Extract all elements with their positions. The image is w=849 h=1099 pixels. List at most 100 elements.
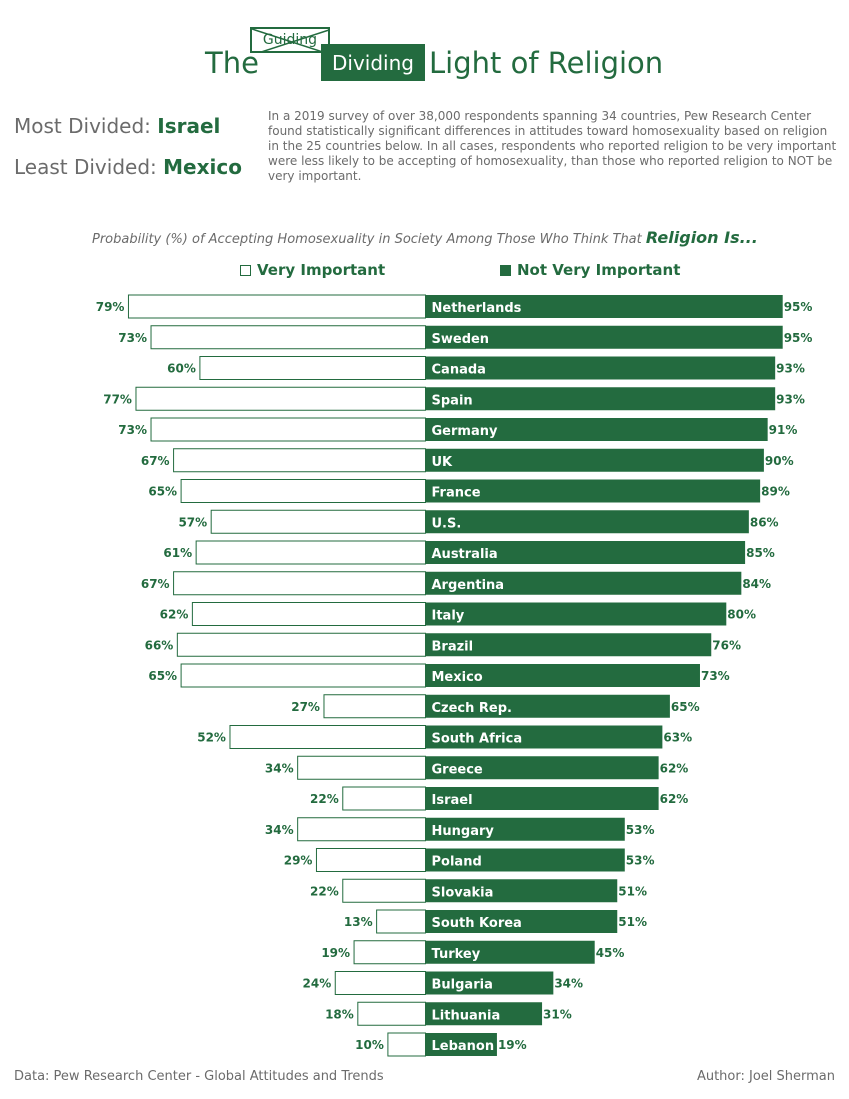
value-label-very-important-germany: 73% <box>118 423 147 437</box>
value-label-not-very-important-south-korea: 51% <box>618 915 647 929</box>
category-label-lithuania: Lithuania <box>432 1008 501 1023</box>
bar-very-important-canada <box>199 356 426 380</box>
category-label-germany: Germany <box>432 424 498 439</box>
value-label-very-important-slovakia: 22% <box>310 884 339 898</box>
bar-very-important-netherlands <box>127 294 427 319</box>
value-label-very-important-argentina: 67% <box>141 577 170 591</box>
value-label-not-very-important-greece: 62% <box>660 761 689 775</box>
filled-swatch-icon <box>500 264 511 276</box>
bar-not-very-important-greece <box>425 756 659 780</box>
legend-not-very-important: Not Very Important <box>500 261 680 279</box>
value-label-very-important-bulgaria: 24% <box>303 977 332 991</box>
value-label-very-important-lithuania: 18% <box>325 1007 354 1021</box>
bar-not-very-important-italy <box>425 602 727 626</box>
value-label-very-important-australia: 61% <box>163 546 192 560</box>
category-label-south-korea: South Korea <box>432 916 522 931</box>
bar-not-very-important-lebanon <box>425 1033 497 1056</box>
bar-not-very-important-sweden <box>425 325 783 349</box>
bar-very-important-slovakia <box>342 878 426 903</box>
value-label-very-important-greece: 34% <box>265 761 294 775</box>
bar-not-very-important-spain <box>425 387 776 411</box>
value-label-not-very-important-uk: 90% <box>765 454 794 468</box>
category-label-spain: Spain <box>432 393 473 408</box>
bar-not-very-important-hungary <box>425 817 625 841</box>
value-label-not-very-important-lebanon: 19% <box>498 1038 527 1052</box>
value-label-not-very-important-germany: 91% <box>769 423 798 437</box>
value-label-very-important-sweden: 73% <box>118 331 147 345</box>
category-label-lebanon: Lebanon <box>432 1039 495 1054</box>
value-label-not-very-important-netherlands: 95% <box>784 300 813 314</box>
strikethrough-x-icon <box>252 29 328 51</box>
category-label-turkey: Turkey <box>432 947 481 962</box>
category-label-mexico: Mexico <box>432 670 483 685</box>
value-label-not-very-important-spain: 93% <box>776 392 805 406</box>
value-label-very-important-mexico: 65% <box>148 669 177 683</box>
bar-very-important-poland <box>315 848 426 872</box>
bar-very-important-mexico <box>180 663 426 688</box>
bar-very-important-germany <box>150 417 427 442</box>
most-divided-value: Israel <box>157 114 221 138</box>
value-label-not-very-important-czech-rep: 65% <box>671 700 700 714</box>
bar-very-important-south-africa <box>229 725 426 749</box>
bar-not-very-important-poland <box>425 848 625 872</box>
outline-swatch-icon <box>240 264 251 276</box>
bar-very-important-australia <box>195 540 426 565</box>
value-label-not-very-important-south-africa: 63% <box>663 731 692 745</box>
bar-not-very-important-czech-rep <box>425 694 670 718</box>
value-label-not-very-important-hungary: 53% <box>626 823 655 837</box>
bar-not-very-important-south-africa <box>425 725 663 749</box>
category-label-brazil: Brazil <box>432 639 474 654</box>
value-label-very-important-u-s: 57% <box>178 515 207 529</box>
most-divided-label: Most Divided: <box>14 114 151 138</box>
bar-not-very-important-turkey <box>425 940 595 964</box>
bar-very-important-greece <box>297 755 426 780</box>
footer-author: Author: Joel Sherman <box>696 1069 835 1084</box>
value-label-not-very-important-israel: 62% <box>660 792 689 806</box>
value-label-very-important-canada: 60% <box>167 362 196 376</box>
footer-source: Data: Pew Research Center - Global Attit… <box>14 1069 384 1084</box>
bar-very-important-u-s <box>210 509 426 534</box>
legend-not-very-important-label: Not Very Important <box>517 261 681 279</box>
value-label-very-important-uk: 67% <box>141 454 170 468</box>
value-label-not-very-important-mexico: 73% <box>701 669 730 683</box>
category-label-south-africa: South Africa <box>432 732 523 747</box>
legend-very-important: Very Important <box>240 261 385 279</box>
title-guiding: Guiding <box>262 32 318 48</box>
category-label-sweden: Sweden <box>432 332 490 347</box>
value-label-not-very-important-bulgaria: 34% <box>554 977 583 991</box>
title-guiding-crossed-out: Guiding <box>250 27 330 53</box>
intro-paragraph: In a 2019 survey of over 38,000 responde… <box>268 109 837 183</box>
value-label-not-very-important-lithuania: 31% <box>543 1007 572 1021</box>
chart-title: Probability (%) of Accepting Homosexuali… <box>92 228 758 250</box>
bar-very-important-israel <box>342 786 426 811</box>
value-label-very-important-hungary: 34% <box>265 823 294 837</box>
value-label-very-important-france: 65% <box>148 485 177 499</box>
bar-very-important-bulgaria <box>334 971 427 995</box>
value-label-very-important-italy: 62% <box>160 608 189 622</box>
category-label-australia: Australia <box>432 547 498 562</box>
category-label-canada: Canada <box>432 363 486 378</box>
bar-very-important-uk <box>173 448 426 473</box>
bar-very-important-italy <box>191 602 426 626</box>
value-label-not-very-important-france: 89% <box>761 485 790 499</box>
bar-not-very-important-lithuania <box>425 1002 543 1026</box>
bar-very-important-south-korea <box>376 909 426 934</box>
bar-not-very-important-u-s <box>425 510 749 534</box>
bar-very-important-hungary <box>297 817 426 842</box>
value-label-very-important-brazil: 66% <box>145 638 174 652</box>
title-rest: Light of Religion <box>429 46 664 80</box>
bar-very-important-lebanon <box>387 1032 426 1057</box>
value-label-very-important-south-africa: 52% <box>197 731 226 745</box>
value-label-not-very-important-slovakia: 51% <box>618 884 647 898</box>
value-label-very-important-czech-rep: 27% <box>291 700 320 714</box>
category-label-netherlands: Netherlands <box>432 301 522 316</box>
bar-very-important-lithuania <box>357 1001 427 1026</box>
category-label-bulgaria: Bulgaria <box>432 978 493 993</box>
title-the: The <box>205 46 259 80</box>
bar-not-very-important-uk <box>425 448 764 472</box>
value-label-very-important-turkey: 19% <box>321 946 350 960</box>
least-divided-label: Least Divided: <box>14 155 157 179</box>
value-label-not-very-important-u-s: 86% <box>750 515 779 529</box>
category-label-poland: Poland <box>432 855 482 870</box>
bar-not-very-important-bulgaria <box>425 971 554 995</box>
